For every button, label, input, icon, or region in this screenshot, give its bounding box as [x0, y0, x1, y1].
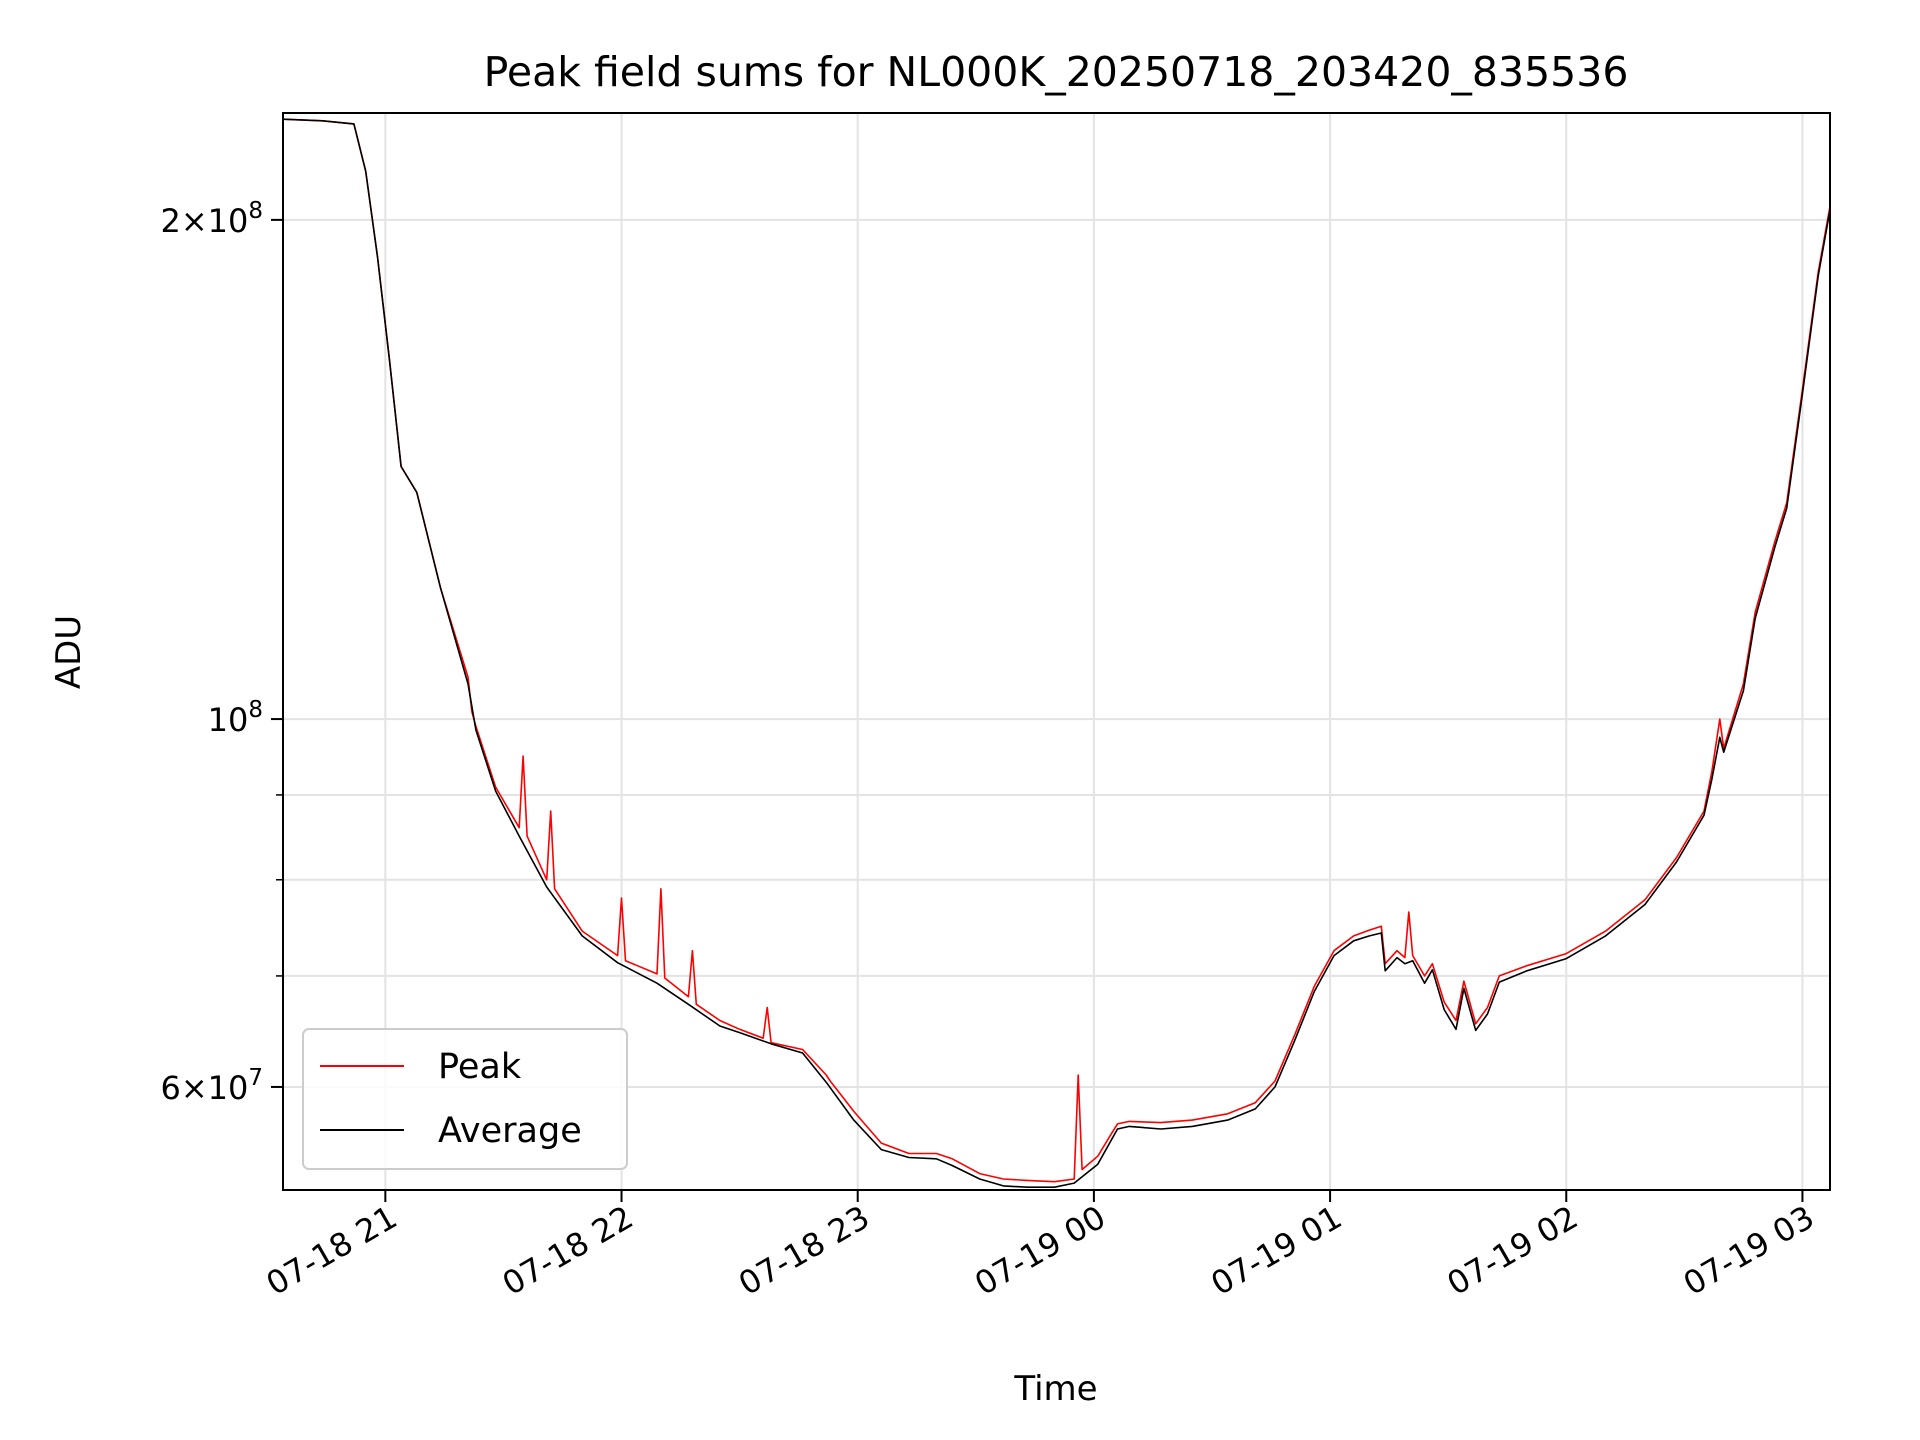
y-tick-label-base: 2×10	[160, 202, 248, 240]
y-tick-label: 6×107	[160, 1065, 263, 1107]
y-tick-label: 108	[208, 697, 263, 739]
series-line-average	[283, 118, 1830, 1188]
y-tick-label-base: 6×10	[160, 1069, 248, 1107]
y-tick-label-base: 10	[208, 701, 249, 739]
legend-box	[302, 1028, 628, 1170]
plot-frame	[282, 112, 1831, 1191]
legend-label-average: Average	[438, 1111, 582, 1151]
y-axis-label: ADU	[49, 615, 89, 689]
legend: Peak Average	[302, 1028, 628, 1170]
chart-title: Peak field sums for NL000K_20250718_2034…	[484, 48, 1629, 96]
series-layer	[283, 118, 1830, 1188]
y-tick-label-exponent: 8	[248, 697, 263, 723]
x-axis-label: Time	[1013, 1369, 1097, 1409]
y-tick-label-exponent: 7	[248, 1065, 263, 1091]
y-tick-label: 2×108	[160, 198, 263, 240]
legend-label-peak: Peak	[438, 1047, 522, 1087]
series-line-peak	[283, 118, 1830, 1183]
y-tick-label-exponent: 8	[248, 198, 263, 224]
